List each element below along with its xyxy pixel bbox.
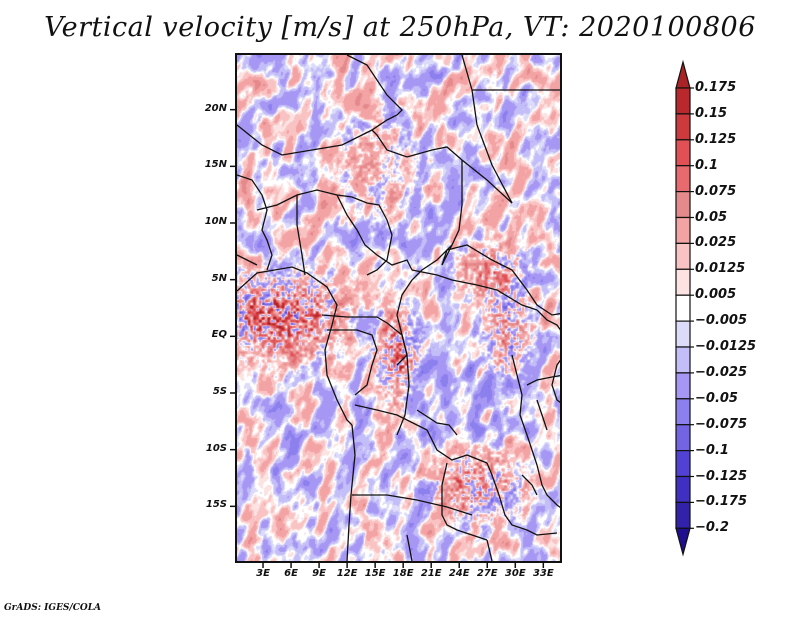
colorbar-label: 0.15: [695, 105, 728, 121]
country-border-line: [346, 424, 356, 561]
country-border-line: [366, 234, 393, 276]
colorbar-label: −0.05: [695, 390, 738, 406]
country-border-line: [237, 174, 273, 271]
colorbar-label: −0.175: [695, 494, 748, 510]
country-border-line: [237, 55, 403, 156]
country-border-line: [536, 309, 560, 331]
colorbar-label: 0.175: [695, 80, 737, 95]
colorbar-label: 0.025: [695, 235, 737, 251]
colorbar-over-triangle: [675, 59, 691, 89]
country-borders: [237, 55, 560, 561]
chart-title: Vertical velocity [m/s] at 250hPa, VT: 2…: [44, 12, 756, 43]
grads-credit: GrADS: IGES/COLA: [4, 603, 102, 613]
colorbar-label: −0.0125: [695, 339, 757, 354]
country-border-line: [551, 359, 560, 403]
x-tick-label: 18E: [392, 568, 414, 579]
y-tick-label: 10N: [204, 216, 227, 227]
colorbar-box: [675, 87, 691, 115]
colorbar-box: [675, 165, 691, 193]
colorbar-under-triangle: [675, 527, 691, 557]
x-tick-label: 6E: [284, 568, 298, 579]
country-border-line: [352, 494, 473, 516]
country-border-line: [321, 314, 403, 336]
country-border-line: [336, 194, 413, 271]
country-border-line: [486, 462, 558, 536]
colorbar-label: 0.0125: [695, 261, 746, 277]
y-tick-label: 10S: [205, 442, 227, 454]
x-tick-label: 27E: [476, 568, 498, 579]
colorbar-box: [675, 450, 691, 478]
colorbar-box: [675, 216, 691, 244]
country-border-line: [327, 329, 378, 396]
country-border-line: [441, 244, 560, 316]
country-border-line: [396, 334, 410, 436]
colorbar-box: [675, 268, 691, 296]
x-tick-label: 3E: [256, 568, 270, 579]
country-border-line: [411, 269, 538, 311]
colorbar-label: 0.125: [695, 131, 737, 147]
colorbar-label: 0.1: [695, 157, 719, 173]
map-plot-area: [235, 53, 562, 563]
country-border-line: [371, 129, 513, 204]
country-border-line: [526, 375, 560, 386]
x-tick-label: 15E: [364, 568, 386, 579]
country-border-line: [256, 189, 393, 236]
country-border-line: [536, 399, 548, 431]
country-border-line: [531, 449, 560, 508]
country-border-line: [237, 254, 258, 266]
x-tick-label: 9E: [312, 568, 326, 579]
country-border-line: [486, 539, 493, 561]
colorbar-box: [675, 501, 691, 529]
y-tick-label: 5N: [211, 272, 227, 284]
x-tick-label: 24E: [448, 568, 470, 579]
country-border-line: [521, 474, 538, 496]
country-border-line: [511, 354, 533, 451]
country-border-line: [237, 266, 353, 426]
country-border-line: [461, 55, 513, 204]
colorbar-label: −0.025: [695, 364, 748, 380]
country-border-line: [354, 404, 488, 464]
country-border-line: [296, 195, 306, 276]
colorbar-box: [675, 113, 691, 141]
y-tick-label: 5S: [212, 386, 227, 397]
colorbar-label: −0.005: [695, 313, 748, 329]
colorbar-label: 0.075: [695, 183, 737, 199]
colorbar-box: [675, 320, 691, 348]
x-tick-label: 21E: [420, 568, 442, 579]
country-border-line: [441, 160, 463, 266]
colorbar-box: [675, 475, 691, 503]
colorbar-box: [675, 294, 691, 322]
x-tick-label: 33E: [532, 568, 554, 579]
y-tick-label: 15N: [204, 159, 227, 171]
colorbar-box: [675, 398, 691, 426]
colorbar-label: −0.2: [695, 520, 729, 536]
x-tick-label: 30E: [504, 568, 526, 579]
colorbar-label: −0.125: [695, 468, 748, 484]
y-tick-label: 15S: [205, 499, 227, 511]
colorbar-box: [675, 424, 691, 452]
colorbar-label: −0.075: [695, 416, 748, 432]
y-tick-label: 20N: [204, 102, 227, 114]
x-tick-label: 12E: [336, 568, 358, 579]
colorbar-label: −0.1: [695, 442, 729, 458]
colorbar-box: [675, 242, 691, 270]
colorbar-box: [675, 346, 691, 374]
colorbar-label: 0.05: [695, 209, 728, 225]
colorbar-box: [675, 191, 691, 219]
y-tick-label: EQ: [211, 329, 227, 341]
country-border-line: [406, 534, 413, 561]
country-border-line: [441, 462, 488, 541]
colorbar-box: [675, 139, 691, 167]
colorbar-label: 0.005: [695, 287, 737, 303]
colorbar-box: [675, 372, 691, 400]
country-border-line: [416, 409, 458, 436]
